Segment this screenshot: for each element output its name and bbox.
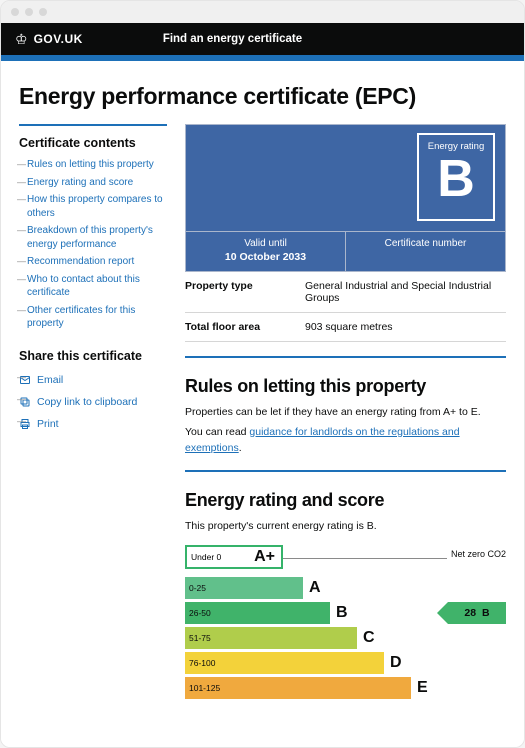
floor-area-key: Total floor area — [185, 321, 305, 333]
rating-chart: Net zero CO2 Under 0 A+ 0-25 A 26-50 B 28 B 51-75… — [185, 545, 506, 699]
band-range: 26-50 — [189, 608, 211, 618]
share-email-label: Email — [37, 373, 63, 387]
contents-link[interactable]: Recommendation report — [27, 256, 134, 267]
valid-until-value: 10 October 2033 — [190, 251, 341, 263]
contents-item: Rules on letting this property — [19, 156, 167, 174]
contents-link[interactable]: Breakdown of this property's energy perf… — [27, 225, 153, 250]
contents-item: Who to contact about this certificate — [19, 271, 167, 302]
band-bar: 26-50 — [185, 602, 330, 624]
browser-window: ♔ GOV.UK Find an energy certificate Ener… — [0, 0, 525, 748]
print-icon — [19, 418, 31, 430]
band-letter: D — [390, 654, 402, 672]
contents-heading: Certificate contents — [19, 136, 167, 150]
sidebar-rule — [19, 124, 167, 126]
copy-icon — [19, 396, 31, 408]
floor-area-value: 903 square metres — [305, 321, 506, 333]
score-heading: Energy rating and score — [185, 490, 506, 511]
main-column: Energy rating B Valid until 10 October 2… — [185, 124, 506, 702]
floor-area-row: Total floor area 903 square metres — [185, 313, 506, 342]
titlebar — [1, 1, 524, 23]
band-bar: 0-25 — [185, 577, 303, 599]
band-range: Under 0 — [191, 552, 221, 562]
rating-badge: Energy rating B — [417, 133, 495, 221]
contents-link[interactable]: Who to contact about this certificate — [27, 274, 140, 299]
rating-meta: Valid until 10 October 2033 Certificate … — [185, 232, 506, 272]
band-row: 26-50 B 28 B — [185, 602, 506, 624]
band-letter: A+ — [254, 548, 275, 566]
netzero-label: Net zero CO2 — [447, 549, 506, 559]
contents-item: Other certificates for this property — [19, 302, 167, 333]
rules-p1: Properties can be let if they have an en… — [185, 405, 506, 421]
band-bar: 101-125 — [185, 677, 411, 699]
current-score-letter: B — [482, 607, 490, 619]
share-copy-label: Copy link to clipboard — [37, 395, 137, 409]
share-print-label: Print — [37, 417, 59, 431]
contents-link[interactable]: Rules on letting this property — [27, 159, 154, 170]
share-heading: Share this certificate — [19, 349, 167, 363]
band-range: 101-125 — [189, 683, 220, 693]
band-range: 51-75 — [189, 633, 211, 643]
rules-p2a: You can read — [185, 426, 249, 438]
band-aplus-row: Net zero CO2 Under 0 A+ — [185, 545, 506, 571]
band-range: 76-100 — [189, 658, 215, 668]
contents-item: Energy rating and score — [19, 174, 167, 192]
contents-list: Rules on letting this property Energy ra… — [19, 156, 167, 333]
page-title: Energy performance certificate (EPC) — [19, 83, 506, 110]
score-intro: This property's current energy rating is… — [185, 519, 506, 535]
govuk-header: ♔ GOV.UK Find an energy certificate — [1, 23, 524, 55]
band-row: 76-100 D — [185, 652, 506, 674]
page-content: Energy performance certificate (EPC) Cer… — [1, 61, 524, 747]
rating-box: Energy rating B — [185, 124, 506, 232]
email-icon — [19, 374, 31, 386]
window-dot — [25, 8, 33, 16]
band-row: 51-75 C — [185, 627, 506, 649]
sidebar: Certificate contents Rules on letting th… — [19, 124, 167, 702]
rules-heading: Rules on letting this property — [185, 376, 506, 397]
certificate-number-label: Certificate number — [350, 238, 501, 249]
rating-letter: B — [419, 152, 493, 207]
contents-link[interactable]: How this property compares to others — [27, 194, 163, 219]
property-type-row: Property type General Industrial and Spe… — [185, 272, 506, 313]
section-divider — [185, 356, 506, 366]
property-type-value: General Industrial and Special Industria… — [305, 280, 506, 304]
share-list: Email Copy link to clipboard Print — [19, 369, 167, 436]
window-dot — [11, 8, 19, 16]
property-type-key: Property type — [185, 280, 305, 304]
certificate-number-cell: Certificate number — [345, 232, 505, 271]
band-row: 0-25 A — [185, 577, 506, 599]
band-letter: E — [417, 679, 428, 697]
current-rating-arrow: 28 B — [448, 602, 506, 624]
govuk-logo-text[interactable]: GOV.UK — [34, 32, 83, 46]
current-score-value: 28 — [464, 607, 476, 619]
band-bar: 76-100 — [185, 652, 384, 674]
valid-until-label: Valid until — [190, 238, 341, 249]
band-bar: Under 0 A+ — [185, 545, 283, 569]
share-email[interactable]: Email — [19, 369, 167, 391]
contents-link[interactable]: Energy rating and score — [27, 177, 133, 188]
window-dot — [39, 8, 47, 16]
band-letter: B — [336, 604, 348, 622]
band-row: 101-125 E — [185, 677, 506, 699]
band-range: 0-25 — [189, 583, 206, 593]
crown-icon: ♔ — [15, 31, 28, 48]
contents-item: How this property compares to others — [19, 191, 167, 222]
rules-p2b: . — [239, 442, 242, 454]
share-print[interactable]: Print — [19, 413, 167, 435]
band-bar: 51-75 — [185, 627, 357, 649]
contents-item: Breakdown of this property's energy perf… — [19, 222, 167, 253]
share-copy[interactable]: Copy link to clipboard — [19, 391, 167, 413]
rules-p2: You can read guidance for landlords on t… — [185, 425, 506, 457]
valid-until-cell: Valid until 10 October 2033 — [186, 232, 345, 271]
band-letter: A — [309, 579, 321, 597]
contents-link[interactable]: Other certificates for this property — [27, 305, 135, 330]
section-divider — [185, 470, 506, 480]
service-name[interactable]: Find an energy certificate — [163, 33, 302, 45]
band-letter: C — [363, 629, 375, 647]
contents-item: Recommendation report — [19, 253, 167, 271]
